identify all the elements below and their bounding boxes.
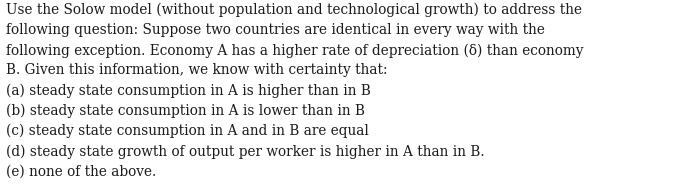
Text: (e) none of the above.: (e) none of the above. [6,164,156,178]
Text: following exception. Economy A has a higher rate of depreciation (δ) than econom: following exception. Economy A has a hig… [6,43,583,58]
Text: Use the Solow model (without population and technological growth) to address the: Use the Solow model (without population … [6,3,582,17]
Text: (d) steady state growth of output per worker is higher in A than in B.: (d) steady state growth of output per wo… [6,144,484,159]
Text: (a) steady state consumption in A is higher than in B: (a) steady state consumption in A is hig… [6,84,370,98]
Text: B. Given this information, we know with certainty that:: B. Given this information, we know with … [6,63,387,77]
Text: (b) steady state consumption in A is lower than in B: (b) steady state consumption in A is low… [6,104,365,118]
Text: following question: Suppose two countries are identical in every way with the: following question: Suppose two countrie… [6,23,545,37]
Text: (c) steady state consumption in A and in B are equal: (c) steady state consumption in A and in… [6,124,368,138]
